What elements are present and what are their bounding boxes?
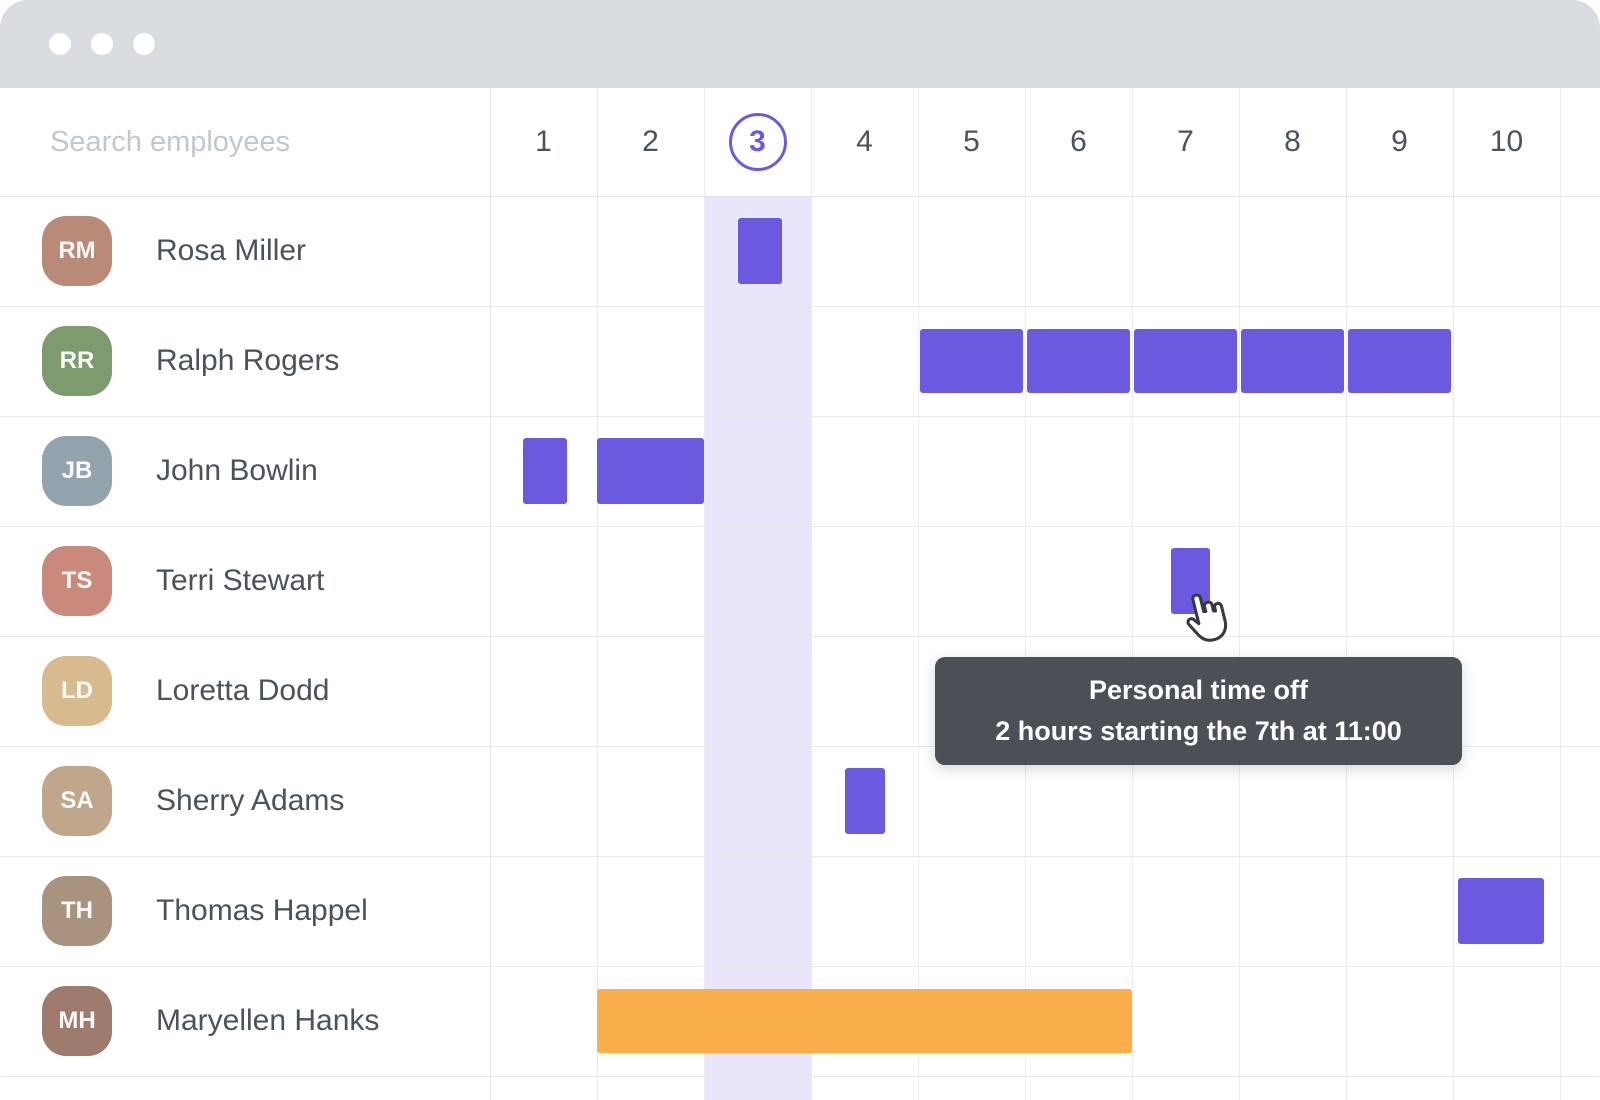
grid-vline [1453, 88, 1454, 1100]
selected-day-column-highlight [704, 196, 811, 1100]
schedule-bar[interactable] [523, 438, 568, 504]
employee-name: Ralph Rogers [156, 344, 340, 377]
employee-row[interactable]: RR Ralph Rogers [0, 306, 490, 416]
schedule-bar[interactable] [738, 218, 783, 284]
day-header-3[interactable]: 3 [704, 88, 811, 196]
schedule-bar[interactable] [1348, 329, 1451, 393]
schedule-bar[interactable] [597, 438, 704, 504]
grid-hline [0, 1076, 1600, 1077]
schedule-bar[interactable] [1027, 329, 1130, 393]
schedule-bar[interactable] [597, 989, 1132, 1053]
avatar: LD [42, 656, 112, 726]
grid-vline [1239, 88, 1240, 1100]
grid-vline [597, 88, 598, 1100]
grid-vline [1025, 88, 1026, 1100]
grid-hline [0, 746, 1600, 747]
tooltip-title: Personal time off [1088, 675, 1309, 705]
hand-cursor-icon [1174, 585, 1237, 656]
employee-row[interactable]: RM Rosa Miller [0, 196, 490, 306]
employee-row[interactable]: SA Sherry Adams [0, 746, 490, 856]
window-control-dot[interactable] [133, 33, 155, 55]
schedule-bar[interactable] [1458, 878, 1544, 944]
day-header-4[interactable]: 4 [856, 125, 873, 158]
grid-hline [0, 856, 1600, 857]
grid-vline [704, 88, 705, 1100]
schedule-bar[interactable] [920, 329, 1023, 393]
employee-row[interactable]: MH Maryellen Hanks [0, 966, 490, 1076]
avatar: RR [42, 326, 112, 396]
employee-name: Rosa Miller [156, 234, 307, 267]
grid-hline [0, 966, 1600, 967]
grid-hline [0, 416, 1600, 417]
avatar: SA [42, 766, 112, 836]
grid-hline [0, 636, 1600, 637]
day-header-9[interactable]: 9 [1391, 125, 1408, 158]
employee-name: John Bowlin [156, 454, 318, 487]
window-control-dot[interactable] [91, 33, 113, 55]
search-field-wrap [48, 88, 468, 196]
day-header-10[interactable]: 10 [1489, 125, 1524, 158]
employee-name: Terri Stewart [156, 564, 325, 597]
window-control-dot[interactable] [49, 33, 71, 55]
tooltip-detail: 2 hours starting the 7th at 11:00 [995, 716, 1402, 746]
day-header-8[interactable]: 8 [1284, 125, 1301, 158]
window-titlebar [0, 0, 1600, 88]
grid-hline [0, 306, 1600, 307]
time-off-tooltip: Personal time off 2 hours starting the 7… [935, 657, 1462, 765]
employee-name: Loretta Dodd [156, 674, 330, 707]
avatar: TH [42, 876, 112, 946]
day-header-1[interactable]: 1 [535, 125, 552, 158]
grid-vline [1560, 88, 1561, 1100]
employee-name: Maryellen Hanks [156, 1004, 380, 1037]
search-input[interactable] [48, 124, 468, 160]
employee-row[interactable]: TH Thomas Happel [0, 856, 490, 966]
employee-name: Sherry Adams [156, 784, 345, 817]
header-bottom-line [0, 196, 1600, 197]
schedule-bar[interactable] [1134, 329, 1237, 393]
day-header-6[interactable]: 6 [1070, 125, 1087, 158]
avatar: TS [42, 546, 112, 616]
employee-row[interactable]: JB John Bowlin [0, 416, 490, 526]
day-header-2[interactable]: 2 [642, 125, 659, 158]
avatar: MH [42, 986, 112, 1056]
selected-day-circle: 3 [728, 113, 787, 171]
panel-divider-line [490, 88, 491, 1100]
schedule-bar[interactable] [1170, 548, 1211, 614]
schedule-bar[interactable] [1241, 329, 1344, 393]
avatar: JB [42, 436, 112, 506]
employee-name: Thomas Happel [156, 894, 368, 927]
employee-row[interactable]: TS Terri Stewart [0, 526, 490, 636]
grid-vline [1132, 88, 1133, 1100]
day-header-5[interactable]: 5 [963, 125, 980, 158]
avatar: RM [42, 216, 112, 286]
employee-row[interactable]: LD Loretta Dodd [0, 636, 490, 746]
grid-vline [1346, 88, 1347, 1100]
grid-hline [0, 526, 1600, 527]
grid-vline [918, 88, 919, 1100]
grid-vline [811, 88, 812, 1100]
day-header-7[interactable]: 7 [1177, 125, 1194, 158]
schedule-bar[interactable] [845, 768, 885, 834]
